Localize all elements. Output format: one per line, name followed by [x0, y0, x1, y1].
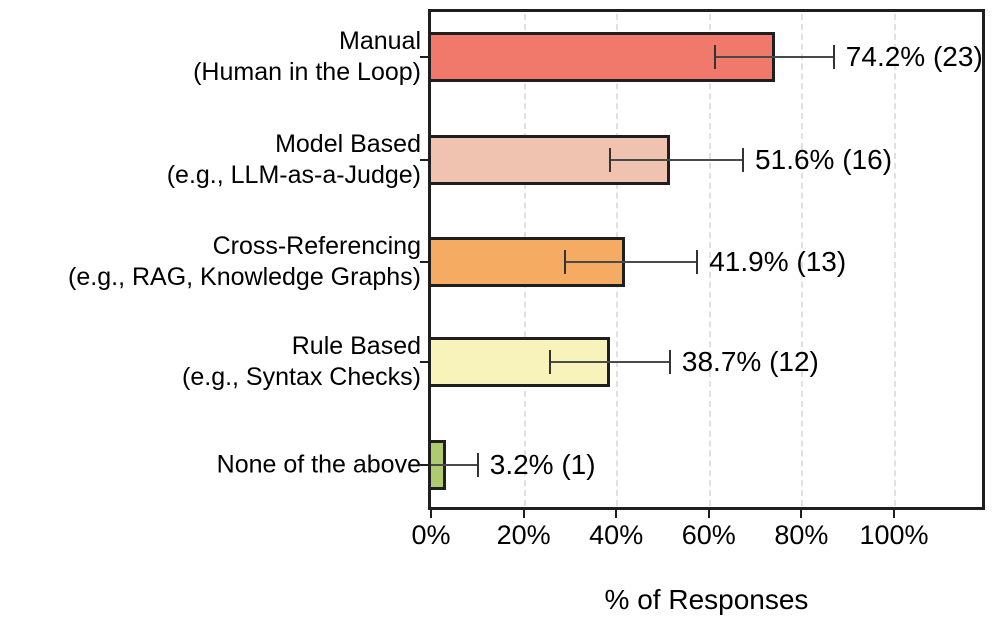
error-cap-low [549, 350, 552, 374]
error-cap-high [832, 45, 835, 69]
value-label: 41.9% (13) [709, 246, 847, 277]
error-line [431, 464, 478, 466]
category-label-line1: Manual [339, 27, 421, 55]
y-tick [420, 56, 428, 58]
error-cap-high [668, 350, 671, 374]
category-label: None of the above [0, 450, 421, 481]
error-cap-low [609, 148, 612, 172]
error-cap-high [696, 250, 699, 274]
y-tick [420, 464, 428, 466]
x-tick [707, 510, 710, 518]
category-label: Cross-Referencing (e.g., RAG, Knowledge G… [0, 231, 421, 293]
error-cap-high [476, 453, 479, 477]
value-label: 3.2% (1) [489, 449, 596, 480]
error-line [714, 56, 834, 58]
category-label-line2: (e.g., LLM-as-a-Judge) [166, 161, 421, 189]
category-label-line2: (Human in the Loop) [193, 58, 421, 86]
category-label-line2: (e.g., RAG, Knowledge Graphs) [68, 263, 421, 291]
value-label: 38.7% (12) [681, 346, 819, 377]
x-tick-label: 20% [496, 520, 551, 550]
gridline [801, 14, 804, 506]
error-line [565, 261, 698, 263]
x-tick-label: 80% [774, 520, 829, 550]
error-line [610, 159, 744, 161]
category-label: Rule Based (e.g., Syntax Checks) [0, 331, 421, 393]
category-label: Model Based (e.g., LLM-as-a-Judge) [0, 129, 421, 191]
category-label: Manual (Human in the Loop) [0, 26, 421, 88]
x-axis-title: % of Responses [604, 584, 809, 615]
error-cap-low [713, 45, 716, 69]
x-tick-label: 100% [859, 520, 929, 550]
y-tick [420, 361, 428, 363]
y-tick [420, 159, 428, 161]
category-label-line1: Model Based [275, 130, 421, 158]
gridline [894, 14, 896, 506]
x-tick-label: 40% [589, 520, 644, 550]
x-tick [522, 510, 525, 518]
category-label-line1: Cross-Referencing [212, 232, 421, 260]
x-tick [800, 510, 803, 518]
error-cap-high [742, 148, 745, 172]
category-label-line1: None of the above [216, 450, 421, 479]
error-cap-low [564, 250, 567, 274]
error-line [550, 361, 670, 363]
category-label-line2: (e.g., Syntax Checks) [182, 363, 421, 391]
value-label: 51.6% (16) [755, 144, 893, 175]
x-tick-label: 0% [411, 520, 451, 550]
value-label: 74.2% (23) [845, 41, 983, 72]
x-tick [893, 510, 895, 518]
gridline [708, 14, 711, 506]
x-tick-label: 60% [681, 520, 736, 550]
x-tick [615, 510, 618, 518]
category-label-line1: Rule Based [291, 332, 421, 360]
x-tick [430, 510, 432, 518]
y-tick [420, 261, 428, 263]
